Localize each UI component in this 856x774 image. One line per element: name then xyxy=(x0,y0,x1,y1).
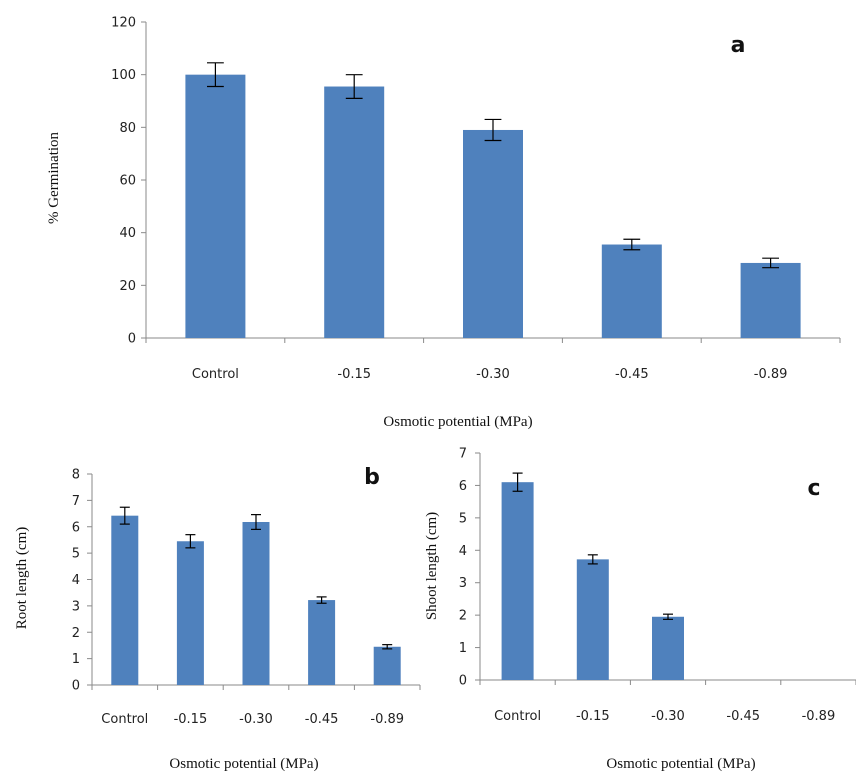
x-tick-label: -0.45 xyxy=(305,712,339,727)
y-tick-label: 20 xyxy=(119,279,136,294)
y-tick-label: 6 xyxy=(459,479,467,494)
x-tick-label: -0.30 xyxy=(239,712,273,727)
x-tick-label: Control xyxy=(101,712,148,727)
bar xyxy=(111,515,139,685)
x-tick-label: -0.30 xyxy=(651,709,685,724)
bar xyxy=(324,86,385,339)
x-axis-title: Osmotic potential (MPa) xyxy=(606,756,755,772)
x-tick-label: -0.45 xyxy=(726,709,760,724)
y-tick-label: 60 xyxy=(119,174,136,189)
bar xyxy=(463,129,523,338)
y-tick-label: 5 xyxy=(72,547,80,562)
bar xyxy=(501,482,534,680)
y-tick-label: 7 xyxy=(72,494,80,509)
x-axis-title: Osmotic potential (MPa) xyxy=(169,756,318,772)
y-tick-label: 7 xyxy=(459,447,467,462)
y-tick-label: 3 xyxy=(459,576,467,591)
y-axis-title: Shoot length (cm) xyxy=(424,512,440,620)
x-tick-label: Control xyxy=(192,367,239,382)
x-axis-title: Osmotic potential (MPa) xyxy=(383,414,532,430)
bar xyxy=(185,74,246,339)
bar xyxy=(601,244,662,338)
x-tick-label: Control xyxy=(494,709,541,724)
panel-a-germination-chart: 0 20 40 60 80 100 120 Control -0.15 -0.30 -0.45 -0.… xyxy=(46,16,841,430)
x-tick-label: -0.45 xyxy=(615,367,649,382)
bar xyxy=(242,522,270,685)
y-tick-label: 0 xyxy=(459,674,467,689)
panel-b-root-length-chart: 0 1 2 3 4 5 6 7 8 Control -0.15 -0.30 -0.45 -0.89 Osmo… xyxy=(14,465,421,772)
y-tick-label: 80 xyxy=(119,121,136,136)
y-tick-label: 8 xyxy=(72,468,80,483)
y-tick-label: 100 xyxy=(111,68,136,83)
x-tick-label: -0.15 xyxy=(337,367,371,382)
y-tick-label: 0 xyxy=(128,332,136,347)
bar xyxy=(576,559,609,680)
panel-letter: b xyxy=(364,465,380,490)
y-tick-label: 40 xyxy=(119,226,136,241)
y-tick-label: 1 xyxy=(72,652,80,667)
y-tick-label: 0 xyxy=(72,679,80,694)
y-tick-label: 4 xyxy=(72,573,80,588)
y-tick-label: 120 xyxy=(111,16,136,31)
bar xyxy=(176,541,204,685)
bar xyxy=(373,646,401,685)
y-tick-label: 1 xyxy=(459,641,467,656)
panel-c-shoot-length-chart: 0 1 2 3 4 5 6 7 Control -0.15 -0.30 -0.45 -0.89 Osmot… xyxy=(424,447,856,772)
y-tick-label: 6 xyxy=(72,520,80,535)
x-tick-label: -0.30 xyxy=(476,367,510,382)
y-axis-title: % Germination xyxy=(46,131,62,224)
x-tick-label: -0.89 xyxy=(754,367,788,382)
panel-letter: c xyxy=(807,476,820,501)
y-tick-label: 5 xyxy=(459,511,467,526)
y-tick-label: 2 xyxy=(72,626,80,641)
x-tick-label: -0.89 xyxy=(370,712,404,727)
y-tick-label: 4 xyxy=(459,544,467,559)
x-tick-label: -0.15 xyxy=(576,709,610,724)
bar xyxy=(652,616,684,680)
bar xyxy=(740,262,801,338)
panel-letter: a xyxy=(731,33,746,58)
y-tick-label: 2 xyxy=(459,609,467,624)
bar xyxy=(308,600,336,685)
x-tick-label: -0.89 xyxy=(802,709,836,724)
y-tick-label: 3 xyxy=(72,599,80,614)
x-tick-label: -0.15 xyxy=(174,712,208,727)
y-axis-title: Root length (cm) xyxy=(14,527,30,629)
